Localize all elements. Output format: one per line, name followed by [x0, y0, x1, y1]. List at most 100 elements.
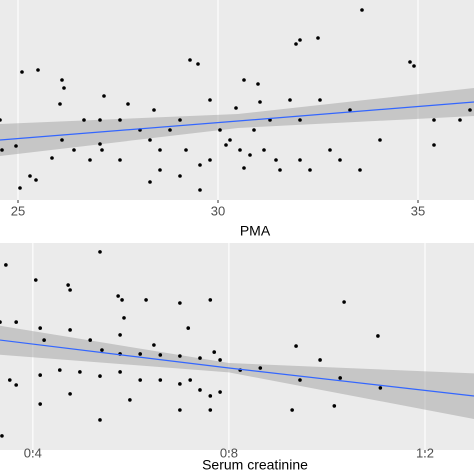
- point: [342, 300, 346, 304]
- point: [178, 354, 182, 358]
- point: [234, 106, 238, 110]
- point: [318, 358, 322, 362]
- point: [102, 94, 106, 98]
- point: [294, 42, 298, 46]
- point: [268, 118, 272, 122]
- point: [138, 378, 142, 382]
- point: [378, 386, 383, 390]
- confidence-band: [0, 325, 474, 419]
- panel-background: [0, 0, 474, 200]
- point: [78, 370, 82, 374]
- point: [50, 156, 54, 160]
- point: [38, 402, 42, 406]
- point: [294, 344, 298, 348]
- x-tick-label: 25: [11, 203, 25, 218]
- point: [298, 118, 302, 122]
- point: [118, 158, 122, 162]
- point: [376, 334, 380, 338]
- point: [60, 78, 64, 82]
- point: [358, 168, 362, 172]
- point: [248, 153, 252, 157]
- point: [218, 128, 222, 132]
- point: [208, 298, 213, 302]
- point: [188, 378, 192, 382]
- point: [158, 378, 163, 382]
- point: [198, 163, 202, 167]
- point: [38, 326, 42, 330]
- point: [242, 78, 246, 82]
- point: [58, 368, 62, 372]
- point: [158, 148, 162, 152]
- x-tick-label: 35: [411, 203, 425, 218]
- point: [148, 180, 152, 184]
- point: [42, 338, 46, 342]
- x-axis-title: PMA: [240, 223, 271, 239]
- point: [348, 108, 352, 112]
- point: [28, 174, 32, 178]
- point: [118, 118, 122, 122]
- point: [152, 108, 156, 112]
- point: [58, 102, 62, 106]
- point: [38, 373, 42, 377]
- point: [378, 138, 382, 142]
- point: [82, 118, 86, 122]
- fit-line: [0, 339, 474, 397]
- point: [88, 158, 92, 162]
- point: [100, 348, 104, 352]
- point: [298, 38, 302, 42]
- point: [298, 158, 302, 162]
- point: [120, 298, 124, 302]
- point: [128, 398, 132, 402]
- point: [186, 326, 191, 330]
- point: [68, 392, 72, 396]
- point: [20, 70, 24, 74]
- point: [0, 118, 2, 122]
- point: [208, 98, 212, 102]
- point: [118, 333, 122, 337]
- point: [258, 100, 262, 104]
- point: [18, 186, 22, 190]
- point: [72, 148, 76, 152]
- point: [116, 294, 120, 298]
- point: [198, 388, 202, 392]
- point: [212, 350, 217, 354]
- point: [316, 36, 320, 40]
- point: [298, 378, 302, 382]
- point: [100, 148, 104, 152]
- point: [126, 102, 130, 106]
- point: [178, 408, 182, 412]
- point: [338, 376, 342, 380]
- point: [208, 394, 213, 398]
- point: [218, 358, 222, 362]
- point: [158, 168, 162, 172]
- x-tick-label: 1.2: [416, 445, 434, 460]
- point: [252, 128, 256, 132]
- point: [178, 118, 182, 122]
- point: [274, 158, 278, 162]
- point: [188, 58, 192, 62]
- x-tick-label: 0.8: [220, 445, 238, 460]
- point: [228, 138, 232, 142]
- point: [66, 283, 70, 287]
- point: [178, 301, 182, 305]
- x-tick-label: 30: [211, 203, 225, 218]
- panel-background: [0, 243, 474, 450]
- point: [332, 404, 337, 408]
- x-tick-label: 0.4: [24, 445, 42, 460]
- point: [290, 408, 294, 412]
- point: [98, 118, 102, 122]
- point: [14, 144, 18, 148]
- fit-line: [0, 101, 474, 141]
- point: [148, 138, 152, 142]
- point: [208, 408, 213, 412]
- point: [178, 382, 182, 386]
- point: [238, 148, 242, 152]
- point: [158, 353, 163, 357]
- point: [144, 298, 148, 302]
- point: [408, 60, 412, 64]
- point: [224, 143, 228, 147]
- point: [412, 64, 416, 68]
- point: [34, 178, 38, 182]
- point: [36, 68, 40, 72]
